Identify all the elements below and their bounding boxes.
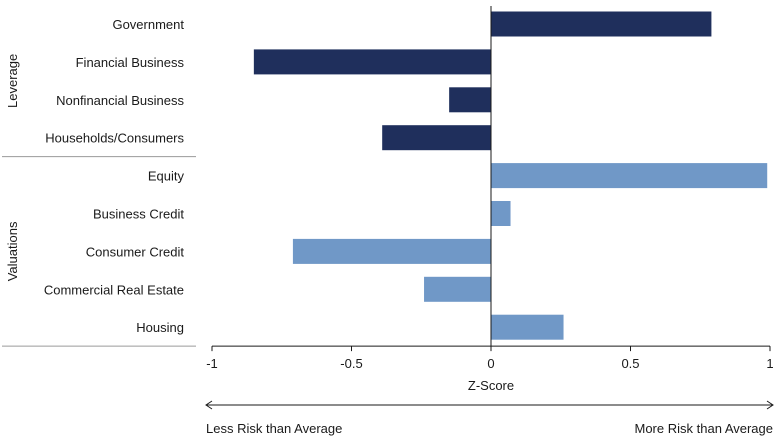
category-label-commercial-real-estate: Commercial Real Estate — [44, 282, 184, 297]
category-label-business-credit: Business Credit — [93, 207, 184, 222]
category-label-equity: Equity — [148, 169, 185, 184]
bar-equity — [491, 163, 768, 189]
x-axis-label: Z-Score — [468, 378, 514, 393]
bar-households-consumers — [382, 125, 491, 151]
bar-government — [491, 11, 712, 37]
bars-layer — [253, 11, 768, 340]
arrow-right-head — [766, 400, 774, 410]
bar-financial-business — [253, 49, 491, 75]
category-labels-layer: Government Financial Business Nonfinancial… — [44, 17, 185, 335]
group-labels-layer: Leverage Valuations — [5, 54, 20, 282]
x-tick-label: 1 — [766, 356, 773, 371]
bar-consumer-credit — [292, 238, 491, 264]
bar-nonfinancial-business — [449, 87, 491, 113]
x-tick-label: -0.5 — [340, 356, 362, 371]
bar-commercial-real-estate — [424, 276, 491, 302]
less-risk-annotation: Less Risk than Average — [206, 421, 342, 436]
group-label-leverage: Leverage — [5, 54, 20, 108]
x-tick-label: -1 — [206, 356, 218, 371]
bar-business-credit — [491, 201, 511, 226]
category-label-households-consumers: Households/Consumers — [45, 131, 184, 146]
x-ticks-layer: -1 -0.5 0 0.5 1 — [206, 346, 774, 371]
more-risk-annotation: More Risk than Average — [635, 421, 774, 436]
bar-housing — [491, 314, 564, 340]
risk-direction-arrow — [205, 400, 774, 410]
arrow-left-head — [205, 400, 213, 410]
category-label-consumer-credit: Consumer Credit — [86, 244, 185, 259]
group-label-valuations: Valuations — [5, 221, 20, 281]
category-label-housing: Housing — [136, 320, 184, 335]
category-label-financial-business: Financial Business — [76, 55, 185, 70]
category-label-government: Government — [112, 17, 184, 32]
x-tick-label: 0.5 — [621, 356, 639, 371]
category-label-nonfinancial-business: Nonfinancial Business — [56, 93, 184, 108]
x-tick-label: 0 — [487, 356, 494, 371]
separators-layer — [2, 156, 196, 347]
